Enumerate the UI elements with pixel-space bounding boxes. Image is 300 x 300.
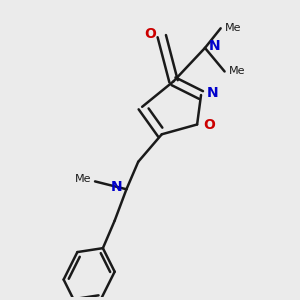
Text: Me: Me bbox=[225, 23, 241, 33]
Text: N: N bbox=[209, 39, 220, 53]
Text: Me: Me bbox=[75, 174, 91, 184]
Text: Me: Me bbox=[229, 67, 245, 76]
Text: O: O bbox=[203, 118, 215, 133]
Text: N: N bbox=[207, 86, 219, 100]
Text: N: N bbox=[111, 180, 122, 194]
Text: O: O bbox=[144, 27, 156, 41]
